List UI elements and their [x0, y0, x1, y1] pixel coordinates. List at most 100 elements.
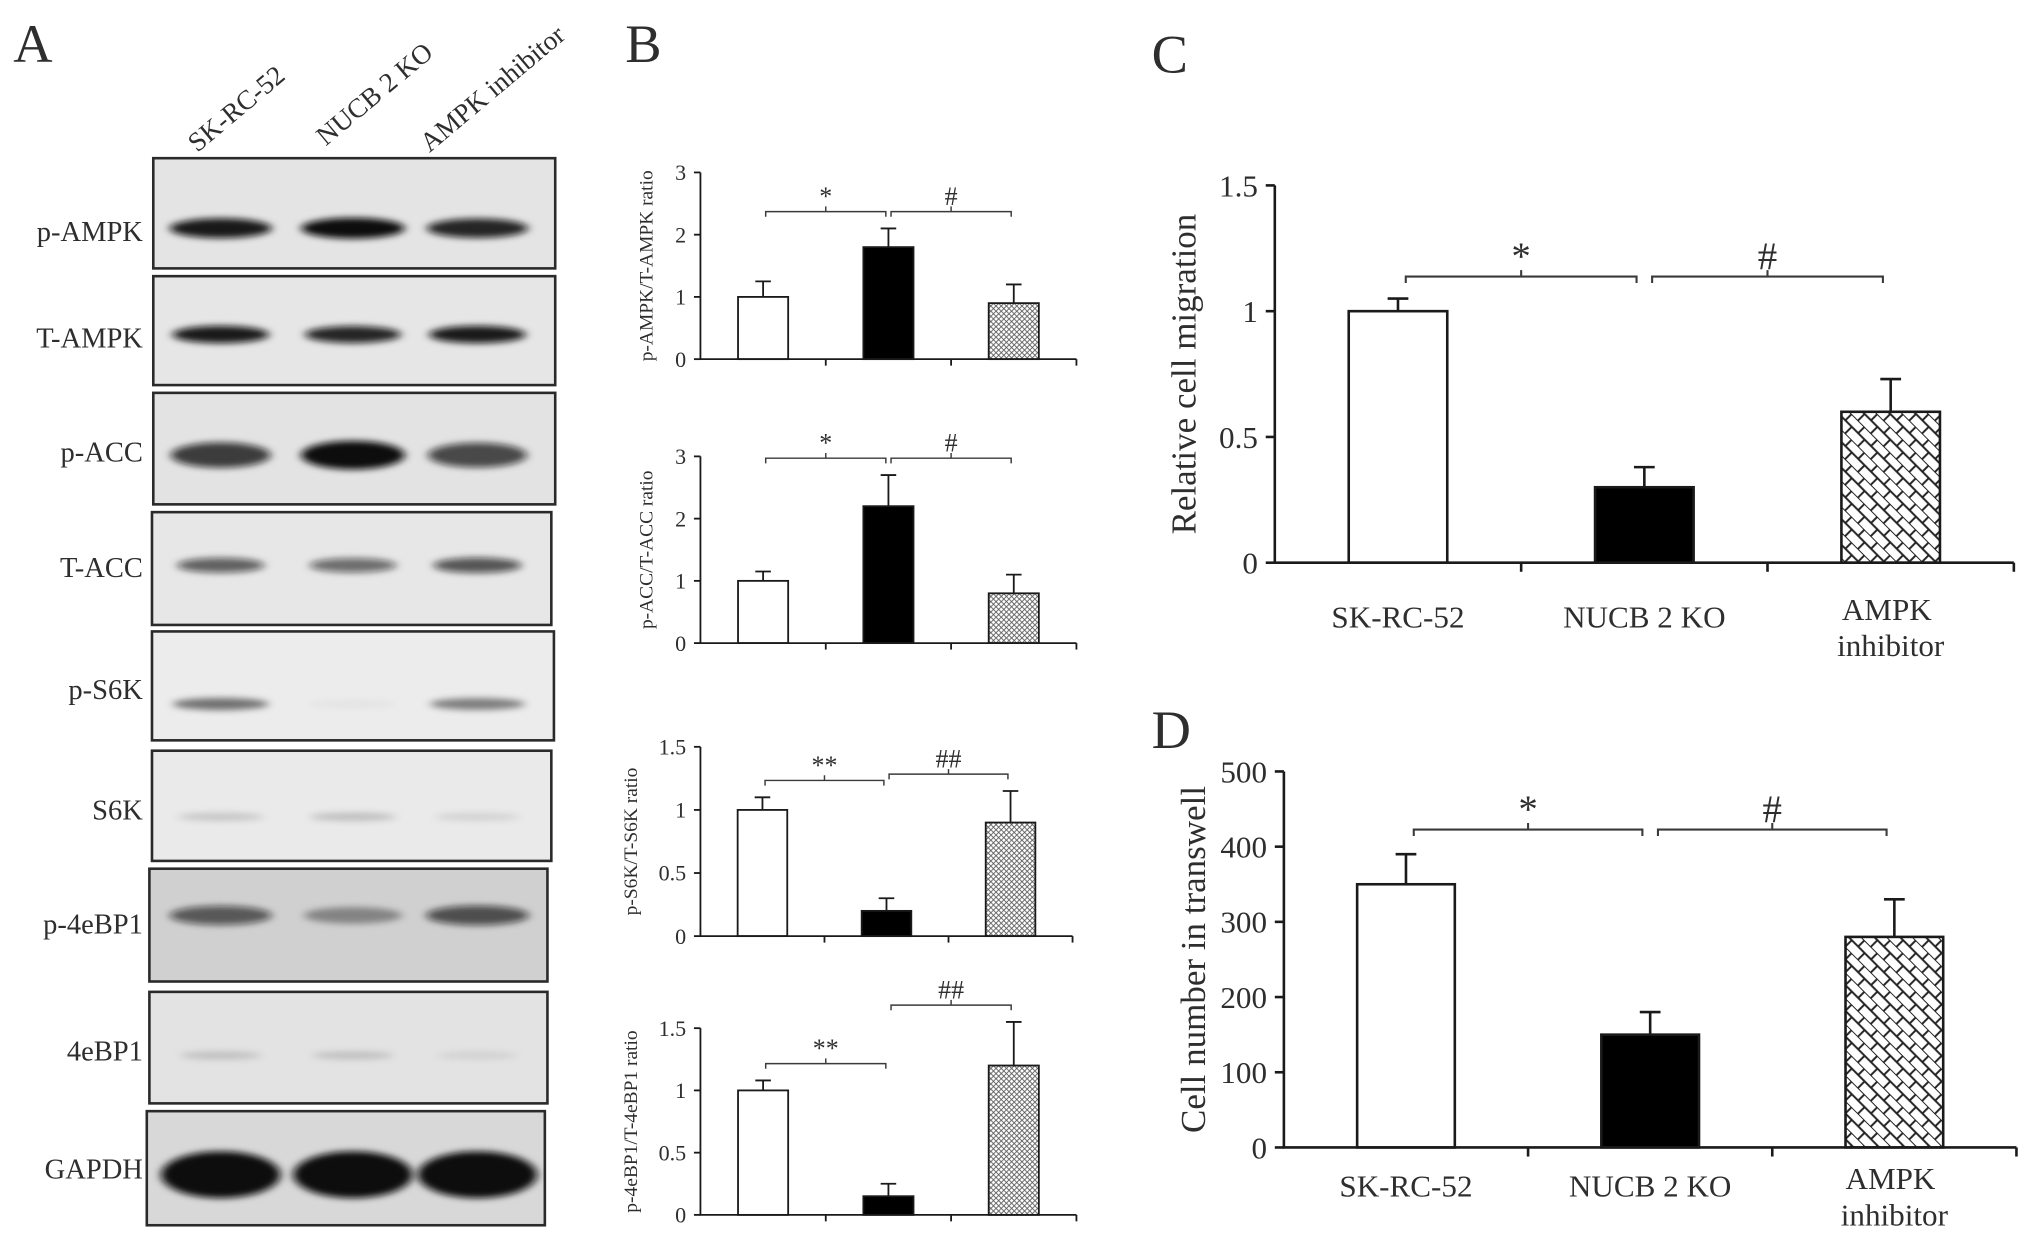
panel-d-transwell-chart: D 0 100 200 300 400 500 SK-RC-52 NUCB 2 KO AMPK …	[1152, 699, 2018, 1232]
x-tick-label: AMPK inhibitor	[1841, 1161, 1949, 1232]
bar	[1844, 935, 1945, 1149]
y-tick-label: 1	[1242, 294, 1258, 329]
blot-band	[304, 326, 402, 343]
bar	[737, 296, 790, 361]
error-bar	[880, 474, 897, 507]
error-bar	[1880, 377, 1902, 412]
x-tick-label: SK-RC-52	[1339, 1169, 1472, 1204]
error-bar	[1005, 1021, 1022, 1066]
blot-frame	[148, 990, 549, 1105]
significance-marker: ##	[938, 976, 964, 1005]
x-tick-label: AMPK inhibitor	[1837, 592, 1945, 663]
y-tick-label: 100	[1220, 1055, 1267, 1090]
bar	[987, 592, 1040, 645]
blot-lanes	[176, 557, 522, 573]
significance-marker: *	[819, 429, 832, 458]
y-tick-label: 1	[675, 569, 686, 594]
blot-row: T-AMPK	[36, 274, 557, 387]
blot-frame	[150, 630, 556, 742]
y-tick-label: 1	[675, 798, 686, 823]
significance-marker: *	[819, 182, 832, 211]
significance-bracket	[890, 999, 1012, 1011]
blot-band	[434, 812, 521, 821]
significance-marker: ##	[936, 745, 962, 774]
blot-row: GAPDH	[45, 1109, 547, 1227]
significance-marker: *	[1511, 235, 1530, 278]
blot-row: T-ACC	[60, 510, 553, 627]
y-tick-label: 1.5	[659, 1016, 687, 1041]
error-bar	[755, 1079, 771, 1091]
row-label: p-ACC	[61, 438, 143, 469]
y-tick-label: 200	[1220, 980, 1267, 1015]
y-axis-label: p-AMPK/T-AMPK ratio	[636, 170, 657, 361]
y-tick-label: 1	[675, 285, 686, 310]
y-tick-label: 0	[1251, 1130, 1267, 1165]
bar	[1600, 1033, 1701, 1149]
y-tick-label: 0	[675, 631, 686, 656]
error-bar	[1005, 283, 1022, 304]
blot-band	[309, 700, 398, 709]
blot-background	[149, 868, 548, 982]
significance-bracket	[890, 206, 1012, 217]
bar-chart: 0 0.5 1 1.5 p-S6K/T-S6K ratio ** ##	[621, 735, 1074, 949]
blot-band	[301, 217, 405, 239]
x-tick-label-line: inhibitor	[1841, 1197, 1949, 1232]
blot-row: S6K	[92, 749, 553, 863]
panel-a-western-blot: A SK-RC-52 NUCB 2 KO AMPK inhibitor p-AM…	[13, 13, 571, 1227]
blot-frame	[150, 749, 553, 863]
blot-lanes	[177, 812, 521, 821]
blot-background	[153, 158, 556, 269]
error-bar	[1395, 852, 1417, 885]
bar	[736, 809, 789, 938]
blot-band	[427, 442, 527, 468]
blot-row: p-S6K	[68, 630, 556, 742]
bar	[987, 302, 1040, 361]
error-bar	[878, 897, 895, 911]
significance-bracket	[1404, 270, 1638, 284]
row-label: S6K	[92, 795, 143, 826]
blot-lanes	[170, 440, 527, 470]
y-axis-label: p-4eBP1/T-4eBP1 ratio	[621, 1030, 642, 1212]
blot-row: 4eBP1	[67, 990, 549, 1105]
bar	[1840, 410, 1942, 565]
bar	[737, 579, 790, 645]
lane-label: AMPK inhibitor	[414, 19, 571, 157]
blot-lanes	[172, 698, 526, 711]
error-bar	[880, 1182, 897, 1197]
significance-bracket	[764, 1058, 887, 1069]
y-axis-label: Cell number in transwell	[1174, 786, 1213, 1133]
significance-bracket	[888, 768, 1009, 780]
x-tick-label: SK-RC-52	[1331, 600, 1464, 635]
error-bar	[1002, 790, 1019, 823]
x-tick-label-line: AMPK	[1842, 592, 1940, 627]
x-tick-label: NUCB 2 KO	[1563, 600, 1725, 635]
panel-label-a: A	[13, 13, 52, 74]
blot-band	[169, 218, 272, 239]
bar-chart: 0 1 2 3 p-AMPK/T-AMPK ratio * #	[636, 160, 1078, 372]
y-tick-label: 400	[1220, 830, 1267, 865]
error-bar	[1633, 465, 1655, 488]
row-label: T-AMPK	[36, 323, 143, 354]
blot-row: p-4eBP1	[43, 867, 549, 983]
bar	[984, 821, 1037, 938]
significance-bracket	[764, 453, 887, 464]
blot-band	[426, 218, 529, 238]
error-bar	[880, 227, 897, 248]
blot-lanes	[169, 905, 530, 926]
lane-label: SK-RC-52	[182, 60, 290, 158]
blot-band	[428, 325, 526, 344]
y-axis-label: Relative cell migration	[1165, 214, 1204, 535]
blot-background	[151, 750, 552, 861]
error-bar	[755, 570, 771, 581]
blot-band	[303, 907, 403, 924]
blot-band	[170, 442, 271, 468]
bar	[1355, 882, 1457, 1149]
blot-frame	[148, 867, 549, 983]
blot-band	[176, 557, 265, 573]
blot-lanes	[172, 325, 526, 344]
x-tick-label-line: AMPK	[1846, 1161, 1944, 1196]
blot-band	[309, 558, 397, 573]
blot-band	[169, 905, 272, 925]
error-bar	[1387, 297, 1409, 312]
